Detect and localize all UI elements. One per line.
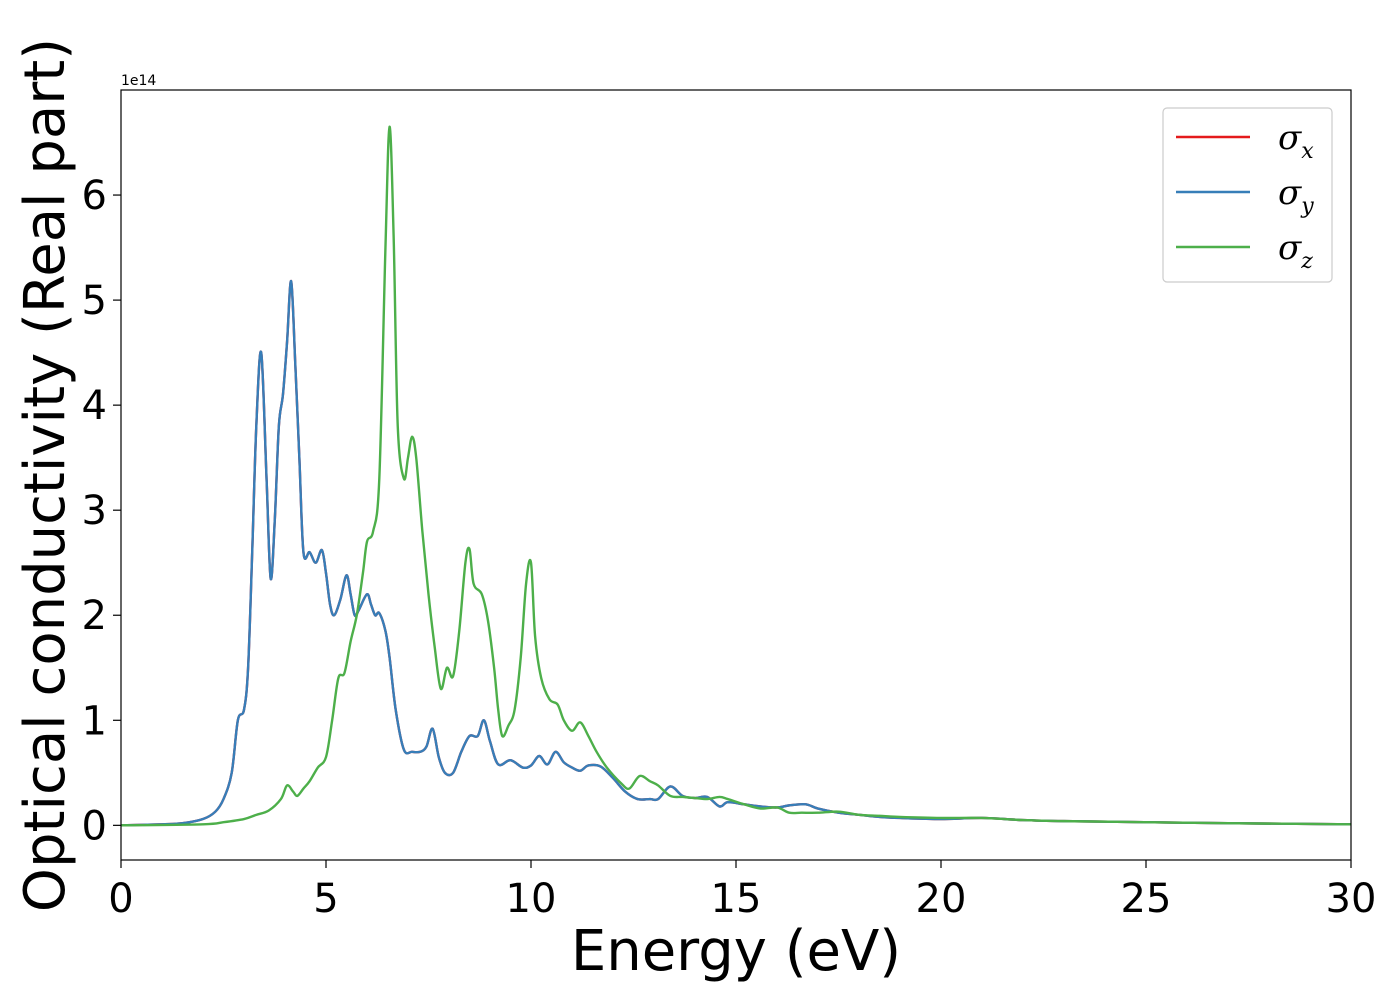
x-tick-label: 5 xyxy=(313,876,338,922)
y-offset-label: 1e14 xyxy=(121,73,156,89)
series-layer xyxy=(120,125,1352,827)
legend-frame xyxy=(1162,107,1333,283)
series-line-y xyxy=(120,279,1352,827)
legend-label-z: σz xyxy=(1278,228,1313,274)
y-tick-label: 6 xyxy=(82,173,107,219)
y-tick-label: 4 xyxy=(82,383,107,429)
y-tick-label: 1 xyxy=(82,698,107,744)
x-tick-label: 30 xyxy=(1326,876,1377,922)
series-line-z xyxy=(120,125,1352,827)
y-axis-label: Optical conductivity (Real part) xyxy=(13,38,78,912)
x-tick-label: 15 xyxy=(711,876,762,922)
legend: σx σy σz xyxy=(1162,107,1333,283)
x-tick-label: 20 xyxy=(916,876,967,922)
series-line-x xyxy=(120,279,1352,827)
legend-label-x: σx xyxy=(1278,118,1314,164)
y-tick-label: 3 xyxy=(82,488,107,534)
y-tick-label: 2 xyxy=(82,593,107,639)
x-tick-label: 10 xyxy=(506,876,557,922)
y-tick-label: 5 xyxy=(82,278,107,324)
y-tick-label: 0 xyxy=(82,803,107,849)
x-axis-ticks: 0 5 10 15 20 25 30 xyxy=(108,860,1376,922)
x-tick-label: 25 xyxy=(1121,876,1172,922)
x-axis-label: Energy (eV) xyxy=(571,919,901,984)
legend-label-y: σy xyxy=(1278,173,1314,219)
y-axis-ticks: 0 1 2 3 4 5 6 xyxy=(82,173,121,849)
x-tick-label: 0 xyxy=(108,876,133,922)
